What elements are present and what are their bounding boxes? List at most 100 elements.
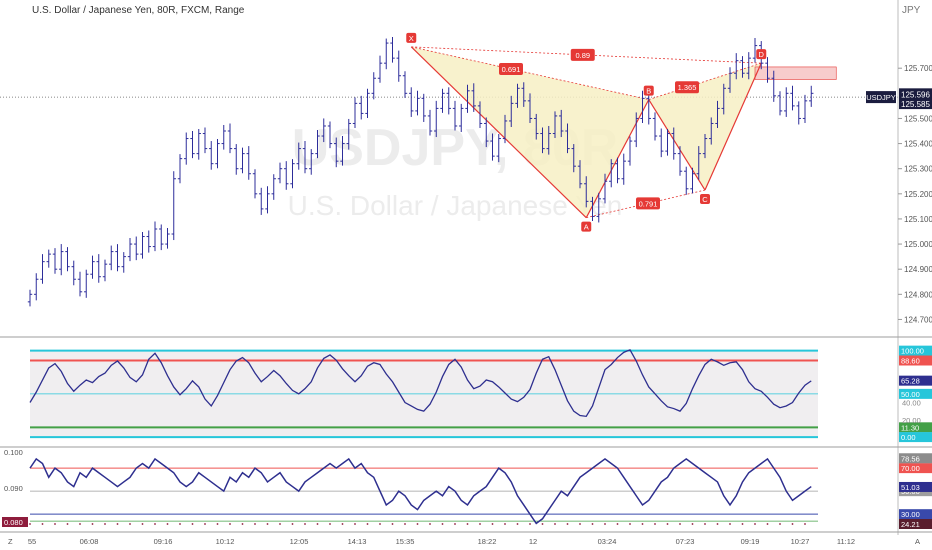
oscillator-2-panel: 70.0050.0030.0078.5624.2151.030.1000.090… — [2, 448, 932, 529]
oscillator-1-axis-label: 20.00 — [902, 416, 921, 425]
price-bar — [784, 87, 789, 117]
oscillator-2-dot — [404, 523, 406, 525]
price-bar — [77, 271, 83, 297]
pattern-xab-fill — [411, 46, 649, 218]
oscillator-1-axis-label: 40.00 — [902, 399, 921, 408]
oscillator-2-dot — [354, 523, 356, 525]
oscillator-2-dot — [179, 523, 181, 525]
price-bar — [334, 137, 339, 168]
oscillator-2-dot — [191, 523, 194, 525]
time-label: 06:08 — [80, 537, 99, 546]
price-bar — [634, 112, 639, 148]
oscillator-2-low-label: 24.21 — [901, 520, 920, 529]
time-label: 12:05 — [290, 537, 309, 546]
price-bar — [677, 146, 683, 176]
oscillator-1-value-label: 65.28 — [901, 377, 920, 386]
price-bar — [434, 100, 439, 138]
pattern-ratio-tag — [675, 81, 699, 94]
pattern-point-label: A — [584, 223, 589, 232]
price-bar — [509, 95, 514, 127]
price-bar — [696, 146, 701, 180]
price-bar — [802, 94, 808, 123]
price-bar — [171, 171, 176, 241]
price-bar — [284, 161, 289, 190]
oscillator-2-dot — [591, 523, 594, 525]
price-bar — [496, 134, 501, 163]
price-tick-label: 125.100 — [904, 215, 932, 224]
pattern-ratio-label: 0.89 — [575, 51, 590, 60]
price-bar — [202, 127, 208, 154]
pattern-ratio-label: 1.365 — [678, 83, 697, 92]
price-bar — [340, 136, 345, 166]
oscillator-2-dot — [266, 523, 269, 525]
pattern-point-label: C — [702, 195, 708, 204]
last-close-tag — [899, 98, 932, 110]
price-bar — [252, 169, 258, 199]
oscillator-1-level-tag — [899, 422, 932, 433]
oscillator-2-dot — [241, 523, 244, 525]
price-bar — [390, 37, 395, 63]
oscillator-2-dot — [129, 523, 131, 525]
price-bar — [346, 118, 351, 150]
price-bar — [109, 245, 114, 271]
oscillator-2-dot — [654, 523, 656, 525]
price-bar — [209, 141, 214, 170]
footer-right-letter: A — [915, 537, 920, 546]
oscillator-2-dot — [54, 523, 56, 525]
price-bar — [190, 131, 195, 159]
price-bar — [115, 244, 120, 272]
price-bar — [690, 167, 695, 194]
price-bar — [102, 259, 108, 282]
oscillator-2-dot — [691, 523, 694, 525]
oscillator-1-level-label: 50.00 — [901, 390, 920, 399]
price-bar — [165, 227, 170, 249]
price-bar — [421, 93, 426, 122]
symbol-tag — [866, 91, 896, 104]
price-tick-label: 125.500 — [904, 114, 932, 123]
oscillator-2-dot — [554, 523, 556, 525]
pattern-ratio-tag — [570, 48, 595, 61]
price-bar — [234, 144, 239, 175]
price-bar — [565, 123, 570, 154]
price-bar — [315, 130, 320, 159]
price-tick-label: 124.900 — [904, 265, 932, 274]
oscillator-2-dot — [204, 523, 206, 525]
price-bar — [765, 57, 770, 83]
oscillator-2-dot — [316, 523, 319, 525]
price-bar — [752, 38, 758, 63]
oscillator-2-dot — [704, 523, 706, 525]
oscillator-2-value-label: 51.03 — [901, 483, 920, 492]
oscillator-2-dot — [279, 523, 281, 525]
oscillator-2-dot — [141, 523, 144, 525]
price-axis: 124.700 124.800 124.900 125.000 125.100 125.2… — [0, 0, 932, 535]
oscillator-2-low-tag — [899, 519, 932, 529]
oscillator-2-dot — [504, 523, 506, 525]
oscillator-2-dot — [91, 523, 94, 525]
price-bar — [59, 244, 64, 276]
oscillator-2-level-label: 70.00 — [901, 464, 920, 473]
price-bar — [684, 166, 689, 195]
price-bar — [290, 159, 295, 189]
oscillator-1-value-tag — [899, 375, 932, 386]
time-axis: 55 06:08 09:16 10:12 12:05 14:13 15:35 18:22 12 0… — [8, 537, 920, 546]
price-bar — [709, 117, 714, 145]
price-bar — [727, 67, 733, 93]
price-bar — [609, 159, 614, 188]
price-bar — [715, 100, 720, 128]
oscillator-2-dot — [566, 523, 569, 525]
price-bar — [465, 84, 470, 113]
price-bar — [215, 139, 220, 169]
price-bar — [602, 173, 608, 204]
time-label: 03:24 — [598, 537, 617, 546]
oscillator-2-dot — [229, 523, 231, 525]
pattern-point-marker — [406, 32, 417, 43]
oscillator-2-left-tag — [2, 517, 28, 527]
oscillator-2-dot — [641, 523, 644, 525]
oscillator-2-dot — [429, 523, 431, 525]
pattern-ratio-label: 0.691 — [502, 65, 521, 74]
price-bar — [640, 90, 645, 123]
oscillator-2-dot — [529, 523, 531, 525]
price-bar — [277, 162, 283, 184]
